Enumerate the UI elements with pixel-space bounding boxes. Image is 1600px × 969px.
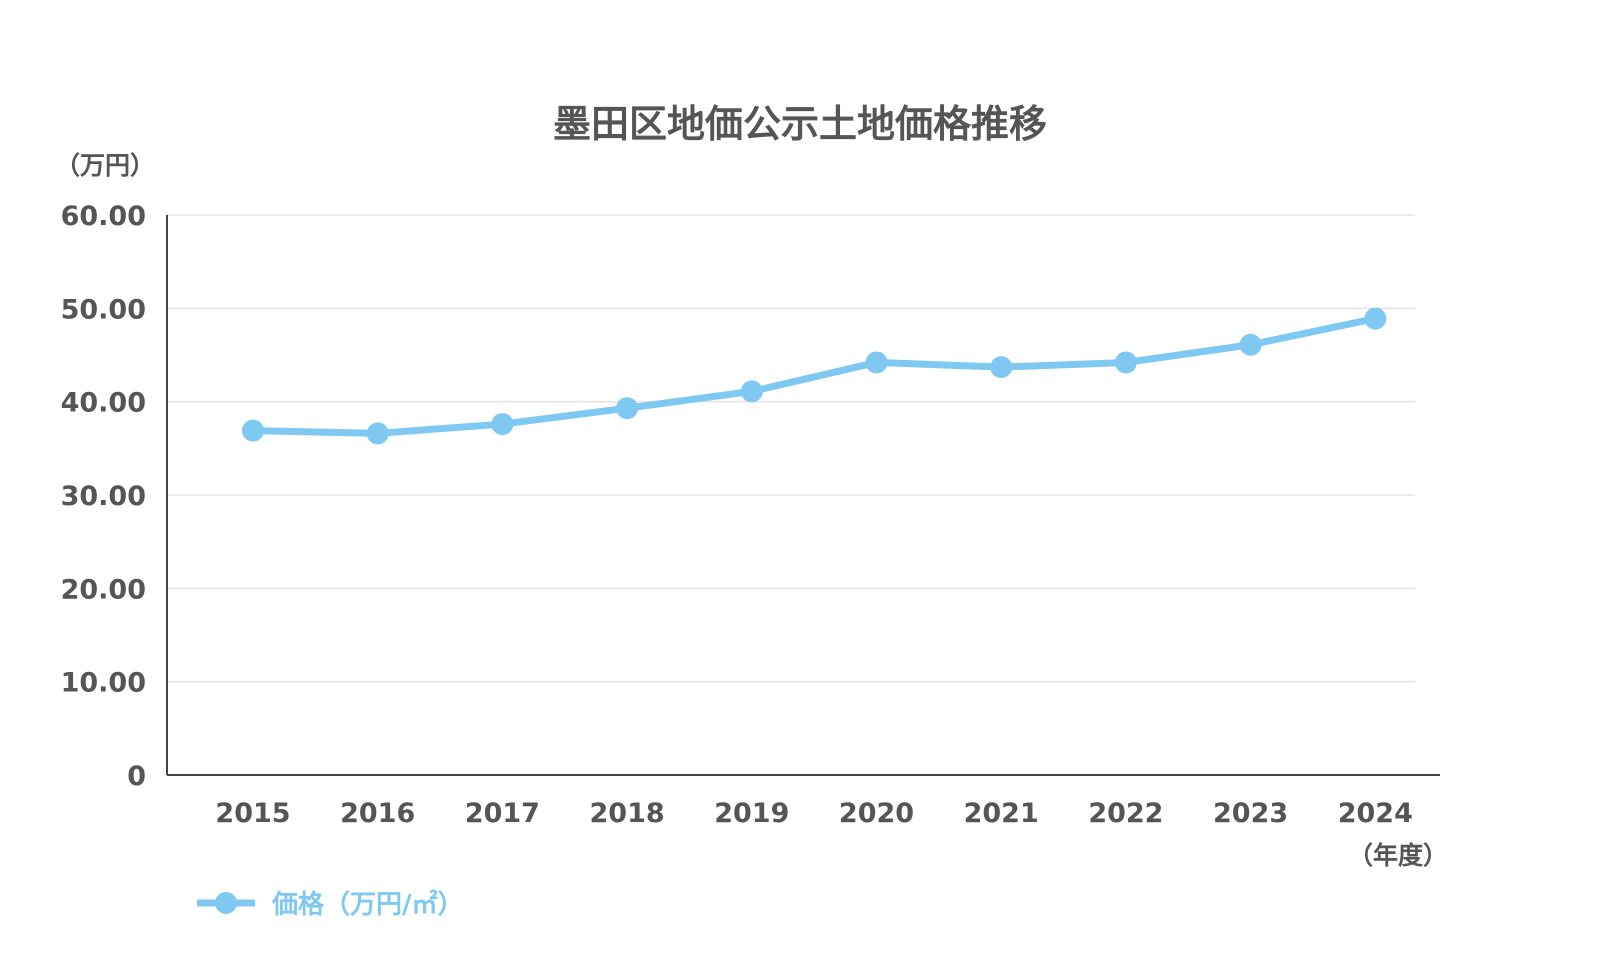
y-tick-label: 0 — [127, 761, 146, 792]
data-point — [740, 380, 763, 403]
y-tick-label: 20.00 — [61, 574, 146, 605]
y-tick-labels: 0 10.00 20.00 30.00 40.00 50.00 60.00 — [61, 201, 146, 792]
y-tick-label: 10.00 — [61, 668, 146, 699]
data-point — [865, 351, 888, 374]
x-axis-unit-label: （年度） — [1348, 841, 1448, 870]
x-tick-label: 2021 — [964, 798, 1039, 829]
legend: 価格（万円/㎡） — [197, 889, 464, 920]
x-tick-label: 2015 — [215, 798, 290, 829]
legend-marker-icon — [215, 892, 237, 914]
data-point — [1239, 333, 1262, 356]
y-tick-label: 50.00 — [61, 294, 146, 325]
y-tick-label: 40.00 — [61, 388, 146, 419]
data-point — [616, 397, 639, 420]
x-tick-labels: 2015 2016 2017 2018 2019 2020 2021 2022 2023 2024 — [215, 798, 1412, 829]
x-tick-label: 2018 — [590, 798, 665, 829]
x-tick-label: 2016 — [340, 798, 415, 829]
data-point — [1114, 351, 1137, 374]
data-point — [366, 422, 389, 445]
grid-lines — [167, 214, 1415, 683]
y-tick-label: 60.00 — [61, 201, 146, 232]
chart-title: 墨田区地価公示土地価格推移 — [553, 102, 1047, 146]
data-point — [491, 413, 514, 436]
data-point — [1364, 307, 1387, 330]
series-line — [249, 315, 1379, 437]
data-point — [242, 419, 264, 442]
x-tick-label: 2017 — [465, 798, 540, 829]
x-tick-label: 2024 — [1338, 798, 1413, 829]
y-tick-label: 30.00 — [61, 481, 146, 512]
x-tick-label: 2019 — [714, 798, 789, 829]
x-tick-label: 2023 — [1213, 798, 1288, 829]
x-tick-label: 2022 — [1088, 798, 1163, 829]
x-tick-label: 2020 — [839, 798, 914, 829]
y-axis-unit-label: （万円） — [55, 151, 155, 180]
legend-label: 価格（万円/㎡） — [271, 889, 464, 920]
series-price — [242, 307, 1387, 445]
data-point — [990, 356, 1013, 379]
